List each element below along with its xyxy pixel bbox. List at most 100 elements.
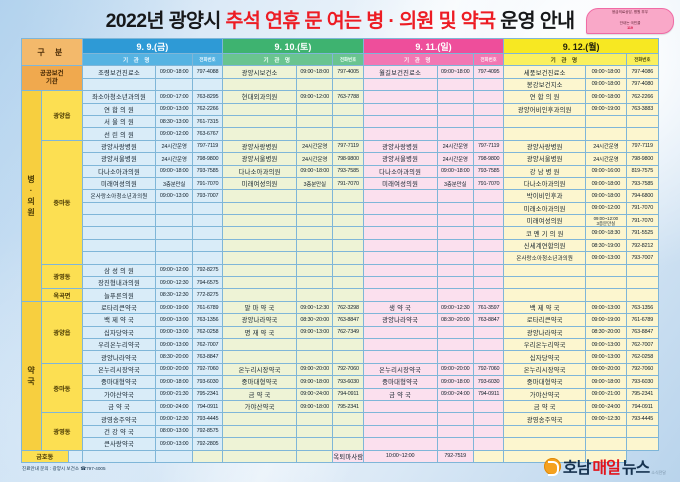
phone-number: 797-4005: [332, 65, 364, 79]
facility-name: [362, 251, 438, 265]
facility-name: 온누리시장약국: [222, 362, 297, 377]
facility-name: [222, 276, 297, 290]
table-row: 신세계연합의원 08:30~19:00 792-8212: [22, 238, 660, 253]
table-row: 봉강보건지소 09:00~18:00 797-4080: [22, 77, 660, 92]
phone-number: 795-2341: [332, 399, 364, 414]
facility-name: 백 제 약 국: [81, 313, 157, 327]
phone-number: [332, 127, 364, 141]
operating-hours: 09:00~24:00: [585, 399, 627, 414]
operating-hours: 3층분만실: [295, 176, 334, 191]
operating-hours: 08:30~20:00: [585, 325, 627, 340]
phone-number: 798-9800: [332, 152, 364, 166]
operating-hours: 09:00~12:00: [155, 263, 193, 278]
operating-hours: 09:00~12:00: [155, 127, 193, 141]
phone-number: 761-6789: [625, 313, 660, 327]
facility-name: 광양사랑병원: [503, 139, 587, 154]
operating-hours: 09:00~18:00: [585, 176, 627, 191]
operating-hours: 09:00~13:00: [155, 189, 193, 203]
table-row: 광영동 광영송주약국 09:00~12:30 793-4445 광영송주약국 09:00~…: [22, 412, 660, 451]
operating-hours: 09:00~24:00: [436, 387, 474, 401]
facility-name: [67, 449, 83, 463]
operating-hours: 09:00~12:00 3층분만실: [585, 214, 627, 228]
publisher-logo: 호남 매일 뉴스 소식전달: [543, 454, 666, 478]
row-subgroup-label: 광양읍: [41, 90, 83, 141]
phone-number: [332, 412, 364, 426]
logo-text-ho: 호남: [562, 460, 591, 477]
operating-hours: 08:30~12:30: [155, 288, 193, 302]
phone-number: [472, 189, 505, 203]
operating-hours: [436, 102, 474, 116]
operating-hours: 24시간운영: [295, 152, 334, 166]
phone-number: [332, 437, 364, 451]
facility-name: 다나소아과의원: [503, 176, 587, 191]
phone-number: 762-3298: [332, 300, 364, 315]
facility-name: [81, 238, 157, 253]
operating-hours: 09:00~13:00: [585, 337, 627, 352]
phone-number: 763-8847: [191, 350, 224, 364]
operating-hours: 09:00~18:00: [585, 375, 627, 389]
phone-number: 797-7119: [191, 139, 224, 154]
operating-hours: [295, 214, 334, 228]
facility-name: 광영송주약국: [503, 412, 587, 426]
facility-name: 광양사랑병원: [222, 139, 297, 154]
operating-hours: [295, 226, 334, 240]
operating-hours: 09:00~18:00: [155, 375, 193, 389]
table-row: 광양나라약국 08:30~20:00 763-8847 십자당약국 09:00~13:0…: [22, 350, 660, 364]
operating-hours: [436, 288, 474, 302]
operating-hours: [436, 337, 474, 352]
phone-number: [625, 114, 660, 129]
facility-name: [191, 449, 224, 463]
phone-number: [191, 201, 224, 216]
phone-number: 797-4088: [191, 65, 224, 79]
header-day-2: 9. 10.(토): [222, 38, 364, 54]
row-subgroup-label: 중마동: [41, 139, 83, 265]
operating-hours: 08:30~20:00: [436, 313, 474, 327]
facility-name: 미래여성의원: [81, 176, 157, 191]
operating-hours: 09:00~12:30: [155, 276, 193, 290]
operating-hours: 09:00~18:00: [155, 65, 193, 79]
operating-hours: [436, 399, 474, 414]
table-row: 다나소아과의원 09:00~18:00 793-7585 다나소아과의원 09:00~1…: [22, 164, 660, 178]
operating-hours: 09:00~18:30: [585, 226, 627, 240]
header-sub-name-2: 기 관 명: [222, 52, 334, 67]
facility-name: [362, 77, 438, 92]
facility-name: 다나소아과의원: [362, 164, 438, 178]
facility-name: [362, 337, 438, 352]
operating-hours: [295, 437, 334, 451]
operating-hours: [585, 263, 627, 278]
facility-name: 코 멘 기 의 원: [503, 226, 587, 240]
logo-text-mae: 매일: [592, 460, 620, 477]
facility-name: 건 강 약 국: [81, 424, 157, 439]
operating-hours: [155, 77, 193, 92]
facility-name: 광양나라약국: [362, 313, 438, 327]
operating-hours: 08:30~20:00: [155, 350, 193, 364]
facility-name: [362, 201, 438, 216]
table-row: 우리온누리약국 09:00~13:00 762-7007 우리온누리약국 09:00~1…: [22, 337, 660, 352]
operating-hours: [436, 325, 474, 340]
facility-name: 로타리큰약국: [503, 313, 587, 327]
facility-name: 가야산약국: [81, 387, 157, 401]
phone-number: [332, 263, 364, 278]
phone-number: [332, 424, 364, 439]
phone-number: [332, 114, 364, 129]
operating-hours: 09:00~24:00: [155, 399, 193, 414]
facility-name: 광양서울병원: [222, 152, 297, 166]
operating-hours: [155, 238, 193, 253]
phone-number: 819-7575: [625, 164, 660, 178]
operating-hours: [585, 424, 627, 439]
phone-number: 762-0258: [625, 350, 660, 364]
operating-hours: 09:00~21:30: [155, 387, 193, 401]
title-part-3: 운영 안내: [500, 10, 575, 32]
operating-hours: 09:00~19:00: [585, 313, 627, 327]
facility-name: 늘푸른의원: [81, 288, 157, 302]
facility-name: 가야산약국: [222, 399, 297, 414]
table-row: 공공보건 기관 조령보건진료소 09:00~18:00 797-4088 광양시보건소 09…: [21, 65, 660, 92]
operating-hours: 09:00~18:00: [436, 375, 474, 389]
table-row: 광영동 삼 성 의 원 09:00~12:00 792-8275: [22, 263, 660, 290]
phone-number: 791-7070: [332, 176, 364, 191]
phone-number: 761-6789: [191, 300, 224, 315]
operating-hours: [585, 437, 627, 451]
operating-hours: 09:00~18:00: [295, 164, 334, 178]
